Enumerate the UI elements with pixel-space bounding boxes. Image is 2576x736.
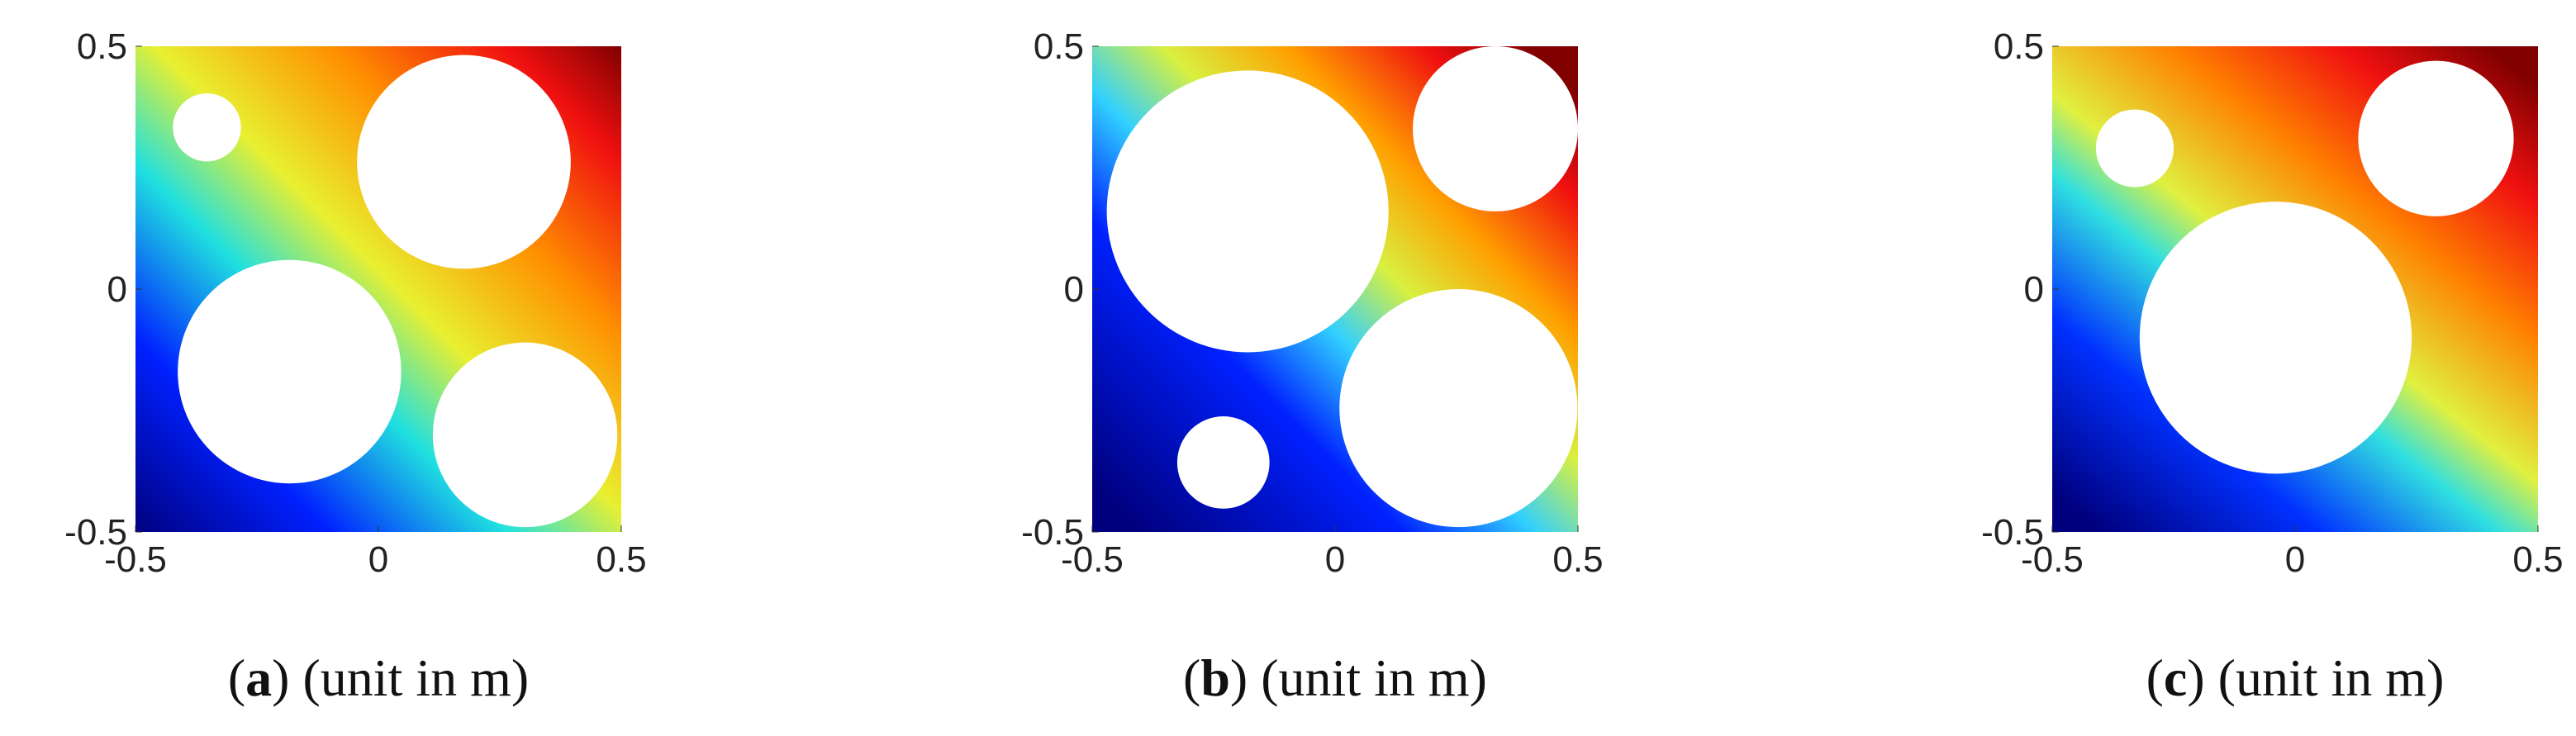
hole (173, 93, 241, 162)
y-tick-label: 0 (2024, 269, 2044, 310)
hole (2139, 202, 2412, 474)
hole (2358, 60, 2514, 216)
y-tick-label: -0.5 (1981, 512, 2044, 553)
hole (432, 342, 618, 528)
caption-part: ( (2146, 648, 2164, 707)
y-tick-label: 0 (1064, 269, 1084, 310)
hole (1413, 46, 1579, 211)
caption: (b) (unit in m) (1183, 648, 1487, 707)
hole (178, 259, 402, 484)
x-tick-label: 0 (1325, 539, 1345, 580)
caption: (c) (unit in m) (2146, 648, 2445, 707)
caption-part: ) (unit in m) (2187, 648, 2444, 707)
caption-part: ) (unit in m) (272, 648, 529, 707)
caption-part: ) (unit in m) (1230, 648, 1487, 707)
y-tick-label: -0.5 (1021, 512, 1084, 553)
y-tick-label: 0.5 (77, 26, 127, 67)
x-tick-label: -0.5 (1061, 539, 1124, 580)
caption-part: ( (1183, 648, 1200, 707)
hole (1176, 416, 1270, 509)
x-tick-label: 0.5 (1552, 539, 1603, 580)
caption: (a) (unit in m) (228, 648, 529, 707)
x-tick-label: 0.5 (2512, 539, 2563, 580)
x-tick-label: 0 (2285, 539, 2305, 580)
caption-part: a (245, 648, 272, 707)
caption-part: c (2164, 648, 2187, 707)
x-tick-label: 0.5 (596, 539, 646, 580)
x-tick-label: 0 (368, 539, 388, 580)
caption-part: b (1200, 648, 1230, 707)
x-tick-label: -0.5 (104, 539, 167, 580)
caption-part: ( (228, 648, 245, 707)
hole (357, 55, 571, 269)
y-tick-label: 0.5 (1034, 26, 1084, 67)
hole (1339, 289, 1578, 528)
y-tick-label: -0.5 (64, 512, 127, 553)
y-tick-label: 0.5 (1994, 26, 2044, 67)
y-tick-label: 0 (107, 269, 127, 310)
hole (2095, 109, 2174, 188)
hole (1106, 70, 1389, 353)
x-tick-label: -0.5 (2021, 539, 2084, 580)
